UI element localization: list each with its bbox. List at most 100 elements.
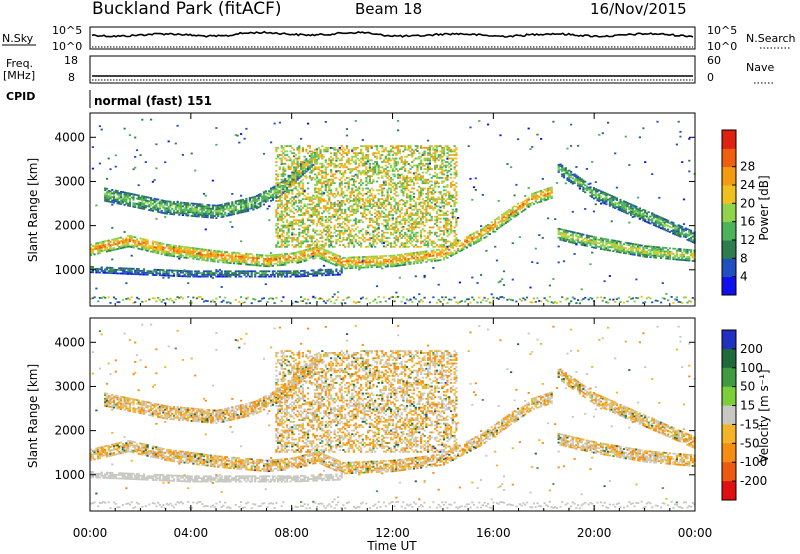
power-cell — [176, 296, 179, 298]
power-cell — [104, 192, 107, 195]
power-cell — [370, 261, 373, 263]
power-cell — [231, 226, 234, 228]
power-cell — [285, 194, 289, 197]
power-cell — [292, 175, 296, 177]
power-cell — [427, 252, 430, 254]
power-cell — [169, 249, 172, 252]
power-cell — [280, 219, 283, 222]
power-cell — [273, 196, 276, 199]
power-cell — [375, 145, 379, 147]
power-cell — [187, 211, 190, 213]
power-cell — [395, 187, 398, 190]
power-cell — [344, 152, 347, 155]
power-cell — [118, 237, 121, 239]
power-cell — [356, 301, 359, 304]
power-cell — [284, 256, 287, 259]
power-cell — [280, 217, 283, 220]
power-cell — [439, 164, 442, 167]
power-cell — [314, 212, 317, 215]
power-cell — [192, 296, 195, 299]
freq-tick-top: 18 — [64, 54, 78, 67]
power-cell — [319, 200, 322, 202]
power-cell — [434, 155, 437, 158]
power-cell — [211, 213, 214, 216]
power-cell — [277, 253, 280, 256]
power-cell — [425, 257, 428, 260]
power-cell — [374, 257, 377, 260]
power-cell — [158, 211, 161, 214]
power-cell — [391, 154, 394, 156]
power-cell — [262, 259, 266, 262]
power-cell — [340, 173, 343, 175]
power-cell — [204, 275, 207, 278]
power-cell — [284, 262, 287, 264]
power-cell — [305, 208, 308, 211]
power-cell — [361, 162, 364, 165]
power-cell — [278, 237, 281, 239]
power-cell — [317, 212, 320, 215]
power-cell — [197, 252, 200, 255]
power-cell — [368, 182, 371, 185]
power-cell — [160, 246, 163, 248]
power-cell — [407, 299, 410, 302]
power-cell — [164, 210, 167, 213]
power-cell — [93, 268, 96, 270]
power-cell — [277, 217, 280, 220]
power-cell — [148, 209, 151, 211]
power-cell — [315, 159, 319, 161]
power-cell — [277, 223, 280, 225]
power-cell — [298, 194, 301, 197]
power-cell — [298, 192, 301, 195]
power-cell — [271, 264, 274, 267]
power-cell — [132, 244, 135, 247]
power-cell — [307, 273, 310, 276]
power-cell — [284, 224, 287, 227]
power-cell — [397, 228, 400, 231]
power-cell — [275, 223, 278, 225]
power-cell — [303, 161, 306, 164]
power-cell — [194, 213, 197, 216]
power-cell — [188, 272, 191, 274]
power-cell — [411, 237, 414, 239]
power-cell — [317, 217, 320, 220]
power-cell — [315, 223, 319, 225]
power-cell — [442, 224, 446, 227]
power-cell — [172, 253, 176, 256]
power-cell — [291, 184, 294, 186]
power-cell — [285, 219, 289, 222]
power-cell — [236, 274, 239, 276]
power-cell — [178, 206, 181, 209]
power-cell — [321, 215, 324, 218]
power-cell — [439, 226, 442, 229]
power-cell — [386, 171, 389, 174]
power-cell — [326, 150, 329, 153]
power-cell — [428, 198, 431, 200]
power-cell — [289, 201, 292, 204]
power-cell — [351, 210, 354, 213]
power-cell — [351, 267, 354, 269]
power-cell — [428, 253, 431, 256]
power-cell — [349, 210, 352, 213]
power-cell — [405, 175, 409, 178]
power-cell — [127, 192, 130, 195]
power-cell — [404, 147, 407, 149]
power-cell — [330, 237, 333, 239]
power-cell — [229, 256, 232, 259]
power-cell — [314, 205, 317, 208]
power-cell — [390, 228, 393, 231]
power-cell — [280, 230, 283, 232]
power-cell — [416, 251, 419, 254]
power-cell — [358, 266, 361, 269]
power-cell — [104, 249, 107, 252]
power-cell — [388, 175, 391, 178]
power-cell — [157, 248, 160, 251]
power-cell — [337, 192, 340, 195]
power-cell — [238, 259, 241, 262]
power-cell — [292, 215, 296, 218]
power-cell — [261, 197, 264, 200]
power-cell — [282, 155, 285, 158]
power-cell — [340, 203, 343, 206]
power-cell — [206, 211, 209, 213]
power-cell — [409, 215, 412, 218]
power-cell — [264, 283, 267, 286]
